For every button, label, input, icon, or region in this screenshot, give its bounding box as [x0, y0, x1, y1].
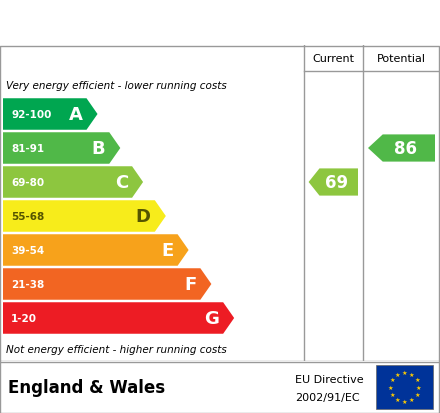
- Text: Energy Efficiency Rating: Energy Efficiency Rating: [11, 13, 307, 33]
- Text: C: C: [115, 173, 128, 192]
- Text: Potential: Potential: [377, 54, 426, 64]
- Polygon shape: [3, 235, 189, 266]
- Polygon shape: [3, 133, 120, 164]
- FancyBboxPatch shape: [376, 365, 433, 409]
- Text: 39-54: 39-54: [11, 245, 44, 255]
- Text: ★: ★: [409, 397, 414, 402]
- Text: 1-20: 1-20: [11, 313, 37, 323]
- Text: ★: ★: [416, 385, 422, 389]
- Text: ★: ★: [414, 377, 420, 382]
- Polygon shape: [3, 167, 143, 198]
- Text: G: G: [204, 309, 219, 327]
- Text: F: F: [184, 275, 196, 293]
- Text: ★: ★: [409, 373, 414, 377]
- Text: Current: Current: [312, 54, 354, 64]
- Polygon shape: [3, 99, 98, 131]
- Text: D: D: [136, 207, 151, 225]
- Polygon shape: [3, 302, 234, 334]
- Polygon shape: [308, 169, 358, 196]
- Text: ★: ★: [388, 385, 393, 389]
- Polygon shape: [368, 135, 435, 162]
- Text: A: A: [69, 106, 83, 124]
- Text: Not energy efficient - higher running costs: Not energy efficient - higher running co…: [6, 344, 227, 354]
- Text: ★: ★: [395, 397, 400, 402]
- Text: 81-91: 81-91: [11, 144, 44, 154]
- Text: 86: 86: [394, 140, 418, 158]
- Text: 69-80: 69-80: [11, 178, 44, 188]
- Text: B: B: [92, 140, 105, 158]
- Text: ★: ★: [390, 377, 396, 382]
- Polygon shape: [3, 201, 166, 232]
- Text: ★: ★: [402, 370, 407, 375]
- Text: Very energy efficient - lower running costs: Very energy efficient - lower running co…: [6, 81, 227, 91]
- Text: 2002/91/EC: 2002/91/EC: [295, 392, 359, 402]
- Text: 69: 69: [325, 173, 348, 192]
- Text: ★: ★: [414, 392, 420, 396]
- Text: ★: ★: [395, 373, 400, 377]
- Text: E: E: [161, 242, 174, 259]
- Polygon shape: [3, 268, 211, 300]
- Text: ★: ★: [402, 399, 407, 404]
- Text: 21-38: 21-38: [11, 279, 44, 289]
- Text: England & Wales: England & Wales: [8, 378, 165, 396]
- Text: 92-100: 92-100: [11, 110, 51, 120]
- Text: 55-68: 55-68: [11, 211, 44, 221]
- Text: ★: ★: [390, 392, 396, 396]
- Text: EU Directive: EU Directive: [295, 374, 363, 384]
